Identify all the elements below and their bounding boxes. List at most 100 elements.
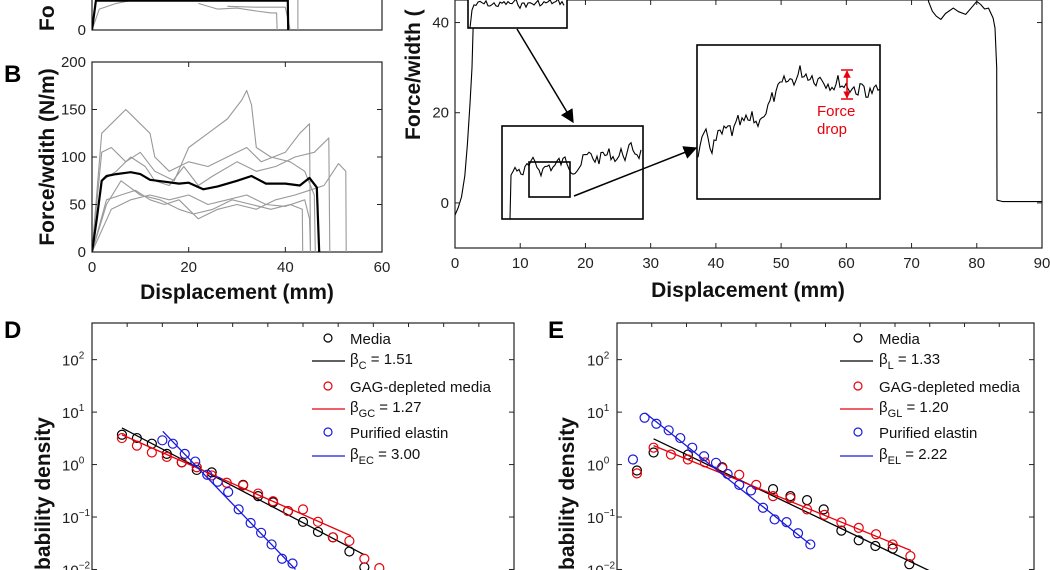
legend-label-media: Media xyxy=(879,331,921,348)
y-tick-label: 102 xyxy=(62,351,85,370)
data-point xyxy=(682,454,694,465)
data-point xyxy=(191,462,202,473)
fit-line xyxy=(121,427,365,556)
y-tick-label: 20 xyxy=(432,105,449,122)
series-line xyxy=(198,2,278,30)
series-line xyxy=(92,137,331,252)
data-point xyxy=(374,563,385,570)
data-point xyxy=(665,449,677,460)
fit-line xyxy=(653,444,912,552)
data-point xyxy=(801,504,813,515)
zoom-arrow-1 xyxy=(516,28,574,124)
data-point xyxy=(238,480,249,491)
y-tick-label: 100 xyxy=(62,456,85,475)
data-point xyxy=(282,505,294,517)
data-point xyxy=(675,432,686,444)
y-tick-label: 101 xyxy=(587,403,610,422)
x-tick-label: 90 xyxy=(1034,255,1050,272)
panel-b-x-axis-label: Displacement (mm) xyxy=(140,281,334,304)
y-tick-label: 200 xyxy=(61,54,86,71)
data-point xyxy=(297,516,309,527)
data-point xyxy=(223,486,234,498)
x-tick-label: 70 xyxy=(903,255,920,272)
data-point xyxy=(631,465,643,476)
data-point xyxy=(905,550,916,562)
series-line xyxy=(92,171,321,252)
data-point xyxy=(805,539,816,550)
panel-d-legend: Media βC = 1.51 GAG-depleted media βGC =… xyxy=(312,331,492,467)
data-point xyxy=(781,517,792,528)
legend-label-elastin: Purified elastin xyxy=(350,425,448,442)
series-line xyxy=(92,194,312,252)
series-line xyxy=(227,5,291,30)
force-drop-label-line1: Force xyxy=(817,103,855,120)
legend-label-gag: GAG-depleted media xyxy=(879,379,1021,396)
axes-frame xyxy=(454,0,1043,249)
y-tick-label: 10−1 xyxy=(62,508,91,527)
force-drop-label-line2: drop xyxy=(817,121,847,138)
axes-frame xyxy=(616,322,1035,570)
series-line xyxy=(92,89,316,252)
x-tick-label: 50 xyxy=(773,255,790,272)
data-point xyxy=(327,532,339,543)
series-line xyxy=(92,163,347,252)
inset-overview-trace xyxy=(469,0,565,29)
legend-label-elastin-fit: βEC = 3.00 xyxy=(350,446,420,467)
y-tick-label: 10−2 xyxy=(62,560,91,570)
legend-marker-gag xyxy=(323,381,333,391)
x-tick-label: 10 xyxy=(512,255,529,272)
legend-marker-elastin xyxy=(853,427,863,437)
data-point xyxy=(734,469,745,480)
data-point xyxy=(131,440,142,451)
panel-a-chart: 0 xyxy=(78,0,383,39)
panel-c-chart: 0 10 20 30 40 50 60 70 80 90 0 20 40 xyxy=(432,0,1050,272)
legend-marker-media xyxy=(323,333,333,343)
data-point xyxy=(359,562,370,570)
data-point xyxy=(131,432,142,444)
x-tick-label: 20 xyxy=(180,259,197,276)
zoom-arrow-2 xyxy=(573,146,698,197)
data-point xyxy=(717,462,728,474)
x-tick-label: 80 xyxy=(968,255,985,272)
data-point xyxy=(267,496,279,507)
series-line xyxy=(92,0,290,30)
legend-label-media-fit: βL = 1.33 xyxy=(879,351,940,372)
panel-e-legend: Media βL = 1.33 GAG-depleted media βGL =… xyxy=(840,331,1021,467)
data-point xyxy=(266,539,277,550)
panel-e-chart: 102 101 100 10−1 10−2 xyxy=(587,322,1035,570)
data-point xyxy=(233,504,244,515)
legend-label-media: Media xyxy=(350,331,392,348)
series-line xyxy=(455,0,475,216)
data-point xyxy=(312,526,324,538)
panel-c-x-axis-label: Displacement (mm) xyxy=(651,279,845,302)
panel-label-d: D xyxy=(4,317,21,344)
panel-a-y-axis-label: Fo xyxy=(36,5,59,31)
panel-label-e: E xyxy=(548,317,564,344)
data-point xyxy=(116,429,128,440)
panel-d-chart: 102 101 100 10−1 10−2 xyxy=(62,322,515,570)
y-tick-label: 101 xyxy=(62,403,85,422)
x-tick-label: 0 xyxy=(88,259,96,276)
data-point xyxy=(767,491,779,502)
fit-line xyxy=(121,434,352,537)
data-point xyxy=(722,468,733,480)
data-point xyxy=(161,448,172,459)
data-point xyxy=(297,504,309,515)
data-point xyxy=(769,514,780,525)
data-point xyxy=(344,535,355,547)
force-drop-marker xyxy=(841,69,853,100)
data-point xyxy=(801,495,813,506)
data-point xyxy=(312,516,324,527)
data-point xyxy=(627,454,639,465)
legend-marker-media xyxy=(853,333,863,343)
data-point xyxy=(887,543,898,554)
data-point xyxy=(687,442,698,453)
panel-label-b: B xyxy=(4,61,21,88)
data-point xyxy=(202,469,213,480)
panel-b-y-axis-label: Force/wdith (N/m) xyxy=(36,68,59,245)
data-point xyxy=(663,425,674,436)
data-point xyxy=(836,517,847,528)
x-tick-label: 60 xyxy=(374,259,391,276)
legend-label-media-fit: βC = 1.51 xyxy=(350,351,413,372)
